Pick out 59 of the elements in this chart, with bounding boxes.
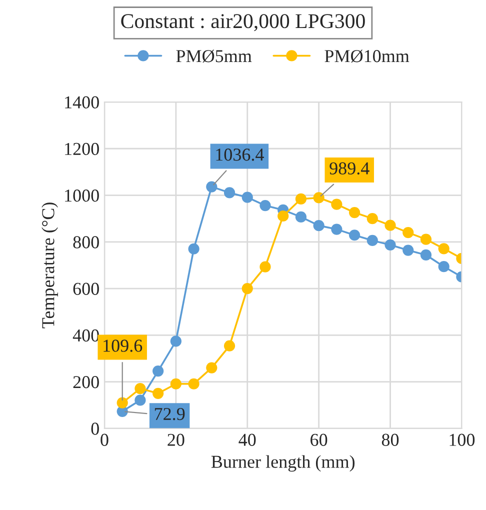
point xyxy=(170,378,182,390)
point xyxy=(188,243,200,254)
point xyxy=(295,193,307,205)
point xyxy=(134,394,146,406)
x-axis-title: Burner length (mm) xyxy=(211,455,355,472)
point xyxy=(188,378,200,390)
point xyxy=(295,211,307,222)
point xyxy=(420,249,432,260)
annotation: 989.4 xyxy=(330,162,370,175)
y-tick-label: 200 xyxy=(73,376,99,388)
point xyxy=(402,244,414,256)
point xyxy=(260,261,271,272)
annotation: 72.9 xyxy=(154,408,185,420)
point xyxy=(206,181,218,192)
point xyxy=(224,340,236,352)
point xyxy=(242,192,253,203)
point xyxy=(170,336,182,347)
point xyxy=(366,213,378,224)
point xyxy=(116,397,128,408)
x-tick-label: 0 xyxy=(100,434,108,446)
y-tick-label: 1400 xyxy=(65,96,99,108)
point xyxy=(278,210,289,222)
point xyxy=(260,200,271,212)
point xyxy=(134,382,146,394)
point xyxy=(152,388,164,399)
y-axis-title: Temperature (°C) xyxy=(42,202,58,328)
point xyxy=(438,261,450,272)
point xyxy=(384,220,396,231)
point xyxy=(206,362,218,374)
y-tick-label: 800 xyxy=(73,236,99,248)
y-tick-label: 400 xyxy=(72,329,99,342)
point xyxy=(313,192,324,204)
point xyxy=(402,227,414,238)
point xyxy=(438,243,450,254)
point xyxy=(348,206,360,218)
y-tick-label: 1200 xyxy=(65,142,99,156)
point xyxy=(420,234,432,245)
point xyxy=(331,198,342,210)
point xyxy=(224,187,236,198)
point xyxy=(331,224,342,235)
x-tick-label: 100 xyxy=(450,434,475,446)
point xyxy=(348,230,360,241)
point xyxy=(366,234,378,246)
legend-label: PMØ5mm xyxy=(176,50,252,63)
annotation: 1036.4 xyxy=(216,148,264,161)
point xyxy=(313,220,324,232)
point xyxy=(384,239,396,250)
x-tick-label: 20 xyxy=(168,434,184,446)
point xyxy=(152,365,164,377)
x-tick-label: 40 xyxy=(238,434,256,446)
x-tick-label: 60 xyxy=(310,434,328,446)
y-tick-label: 1000 xyxy=(65,190,99,202)
annotation: 109.6 xyxy=(104,340,142,352)
y-tick-label: 0 xyxy=(91,422,99,435)
point xyxy=(242,282,253,294)
x-tick-label: 80 xyxy=(382,434,399,446)
legend-label: PMØ10mm xyxy=(324,50,410,63)
y-tick-label: 600 xyxy=(73,282,99,295)
chart-title: Constant : air20,000 LPG300 xyxy=(121,14,365,32)
